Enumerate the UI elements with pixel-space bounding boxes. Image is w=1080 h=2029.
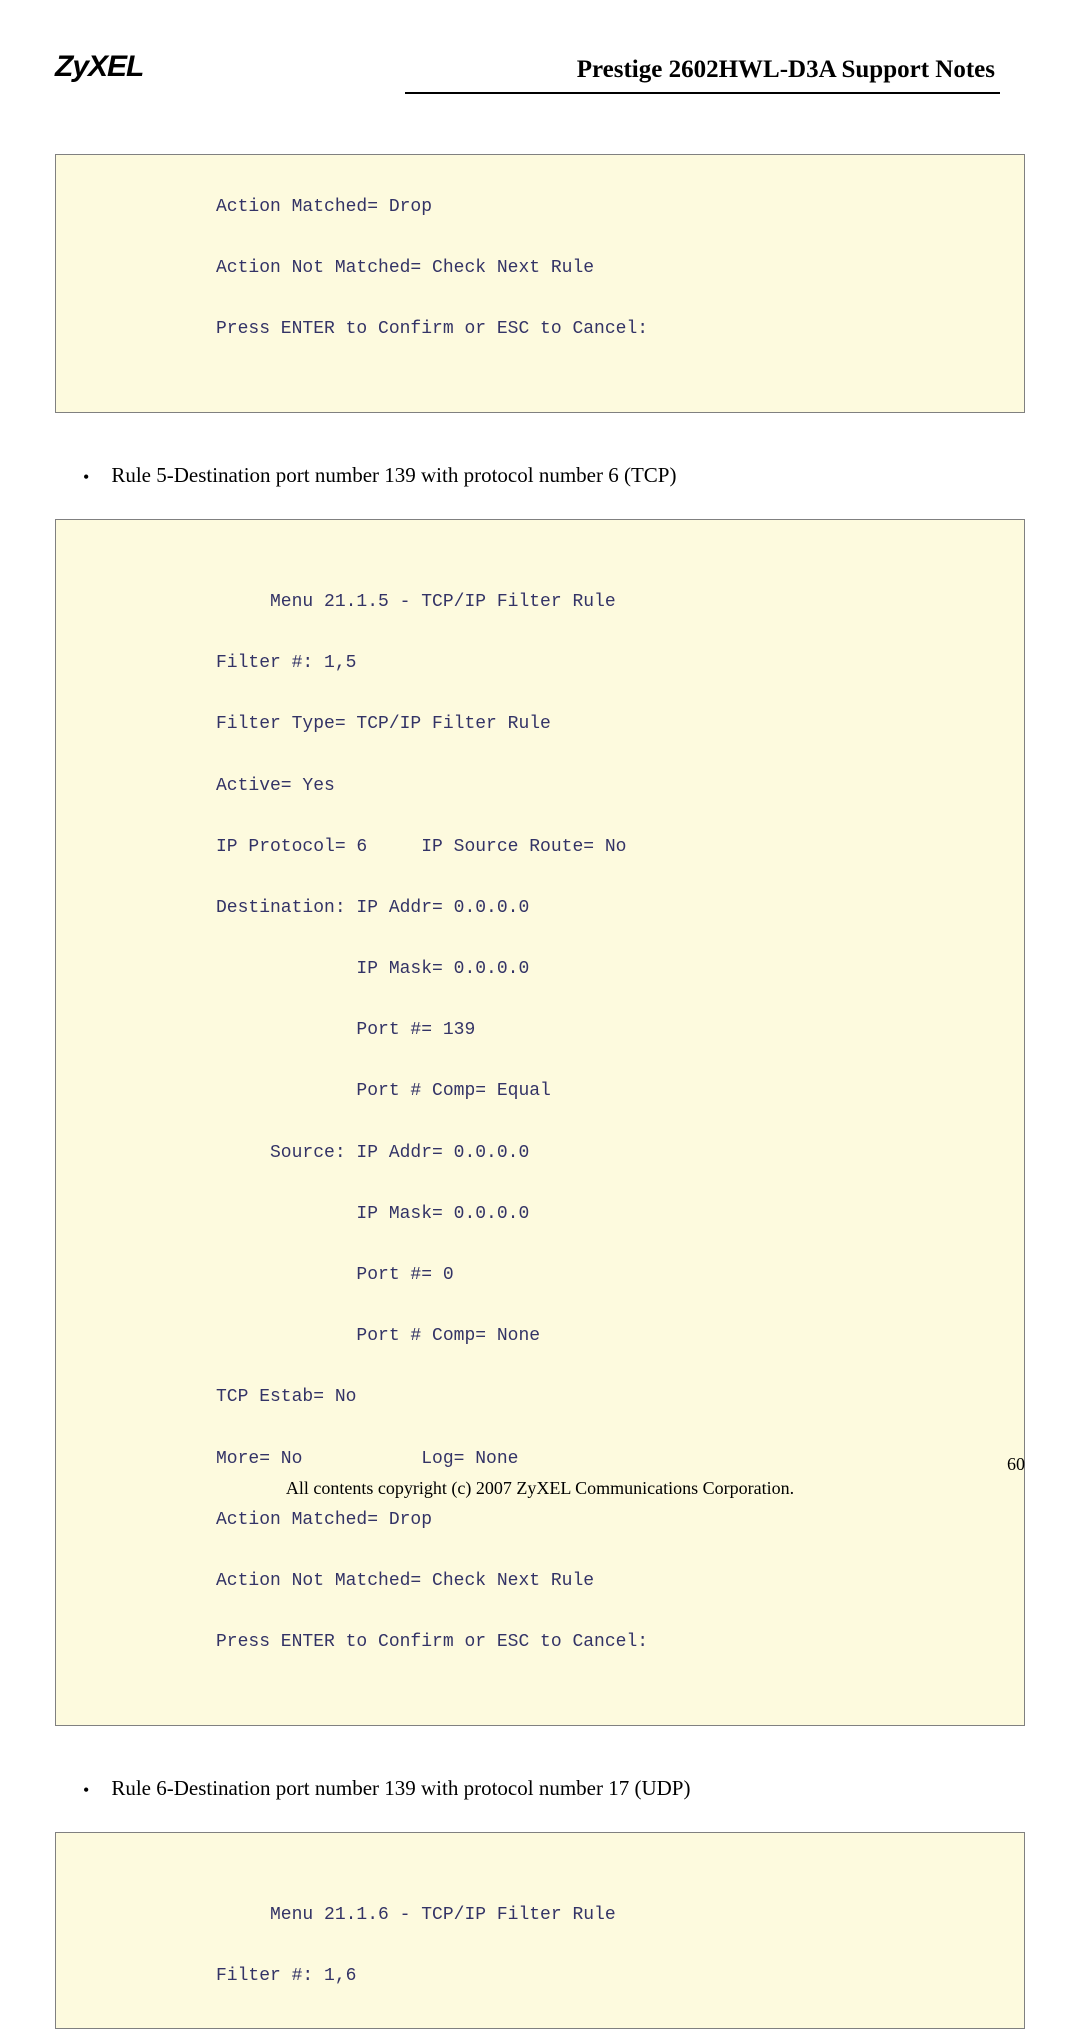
code-line: More= No Log= None [56,1444,1024,1475]
bullet-dot-icon: • [83,1776,89,1804]
code-line: Menu 21.1.6 - TCP/IP Filter Rule [56,1900,1024,1931]
code-block-3: Menu 21.1.6 - TCP/IP Filter Rule Filter … [55,1832,1025,2029]
code-line: IP Mask= 0.0.0.0 [56,1199,1024,1230]
code-line: Filter #: 1,5 [56,648,1024,679]
code-line: Action Not Matched= Check Next Rule [56,253,1024,284]
code-line: Press ENTER to Confirm or ESC to Cancel: [56,1627,1024,1658]
title-underline [405,92,1000,94]
code-line: Port #= 0 [56,1260,1024,1291]
document-title: Prestige 2602HWL-D3A Support Notes [577,56,1025,84]
code-line: IP Protocol= 6 IP Source Route= No [56,832,1024,863]
bullet-dot-icon: • [83,463,89,491]
bullet-text: Rule 6-Destination port number 139 with … [111,1776,690,1801]
code-line: Action Matched= Drop [56,1505,1024,1536]
code-line: Port # Comp= None [56,1321,1024,1352]
code-line: Filter Type= TCP/IP Filter Rule [56,709,1024,740]
code-line: Action Not Matched= Check Next Rule [56,1566,1024,1597]
code-line: Destination: IP Addr= 0.0.0.0 [56,893,1024,924]
bullet-text: Rule 5-Destination port number 139 with … [111,463,676,488]
code-line: Source: IP Addr= 0.0.0.0 [56,1138,1024,1169]
bullet-item-2: • Rule 6-Destination port number 139 wit… [83,1776,1025,1804]
code-line: Filter #: 1,6 [56,1961,1024,1992]
code-line: Action Matched= Drop [56,192,1024,223]
code-line: Active= Yes [56,771,1024,802]
page-number: 60 [1007,1454,1025,1475]
code-line: Menu 21.1.5 - TCP/IP Filter Rule [56,587,1024,618]
bullet-item-1: • Rule 5-Destination port number 139 wit… [83,463,1025,491]
code-line: Port #= 139 [56,1015,1024,1046]
brand-logo: ZyXEL [55,50,143,84]
code-block-2: Menu 21.1.5 - TCP/IP Filter Rule Filter … [55,519,1025,1726]
code-line: TCP Estab= No [56,1382,1024,1413]
code-block-1: Action Matched= Drop Action Not Matched=… [55,154,1025,413]
code-line: IP Mask= 0.0.0.0 [56,954,1024,985]
code-line: Port # Comp= Equal [56,1076,1024,1107]
code-line: Press ENTER to Confirm or ESC to Cancel: [56,314,1024,345]
page-header: ZyXEL Prestige 2602HWL-D3A Support Notes [55,50,1025,88]
copyright-footer: All contents copyright (c) 2007 ZyXEL Co… [0,1478,1080,1499]
